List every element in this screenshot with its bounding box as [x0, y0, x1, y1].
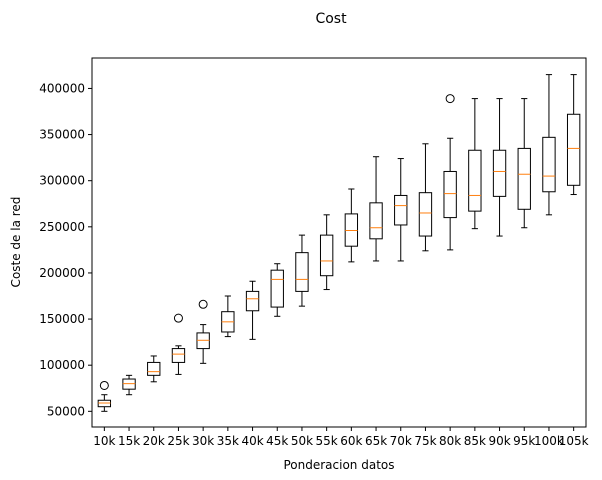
box	[542, 136, 556, 193]
box	[443, 170, 457, 219]
box	[369, 202, 383, 240]
y-tick-label: 200000	[39, 266, 85, 280]
x-tick-label: 25k	[167, 434, 189, 448]
axes-frame	[91, 57, 587, 428]
x-tick-label: 100k	[534, 434, 564, 448]
y-tick-label: 300000	[39, 174, 85, 188]
y-axis-label: Coste de la red	[9, 197, 23, 288]
x-tick-label: 45k	[266, 434, 288, 448]
x-tick-label: 20k	[143, 434, 165, 448]
x-tick-label: 35k	[217, 434, 239, 448]
x-tick-label: 95k	[513, 434, 535, 448]
x-tick-label: 30k	[192, 434, 214, 448]
box	[270, 269, 284, 308]
box	[295, 252, 309, 292]
box	[492, 149, 507, 197]
x-tick-label: 90k	[488, 434, 510, 448]
box	[171, 348, 186, 363]
x-tick-label: 40k	[241, 434, 263, 448]
x-axis-label: Ponderacion datos	[283, 458, 394, 472]
plot-area: 50000 100000 150000 200000 250000 300000 35000…	[39, 57, 589, 448]
box	[517, 147, 531, 210]
box	[319, 234, 334, 277]
box	[147, 361, 161, 376]
x-tick-label: 60k	[340, 434, 362, 448]
box	[394, 194, 408, 226]
x-tick-label: 15k	[118, 434, 140, 448]
outlier-point	[198, 299, 208, 309]
x-tick-label: 75k	[414, 434, 436, 448]
chart-title: Cost	[315, 11, 347, 27]
box	[245, 290, 260, 312]
x-tick-label: 80k	[439, 434, 461, 448]
y-tick-label: 250000	[39, 220, 85, 234]
box	[468, 149, 482, 212]
x-tick-label: 70k	[390, 434, 412, 448]
x-tick-label: 65k	[365, 434, 387, 448]
box	[418, 192, 433, 237]
y-tick-label: 50000	[47, 404, 85, 418]
x-tick-label: 105k	[559, 434, 589, 448]
x-tick-label: 10k	[93, 434, 115, 448]
outlier-point	[445, 94, 455, 104]
outlier-point	[173, 313, 183, 323]
y-tick-label: 400000	[39, 81, 85, 95]
y-tick-label: 150000	[39, 312, 85, 326]
x-tick-label: 85k	[464, 434, 486, 448]
outlier-point	[99, 380, 109, 390]
y-tick-label: 350000	[39, 128, 85, 142]
box	[566, 113, 581, 186]
x-tick-label: 55k	[316, 434, 338, 448]
y-tick-label: 100000	[39, 358, 85, 372]
x-tick-label: 50k	[291, 434, 313, 448]
